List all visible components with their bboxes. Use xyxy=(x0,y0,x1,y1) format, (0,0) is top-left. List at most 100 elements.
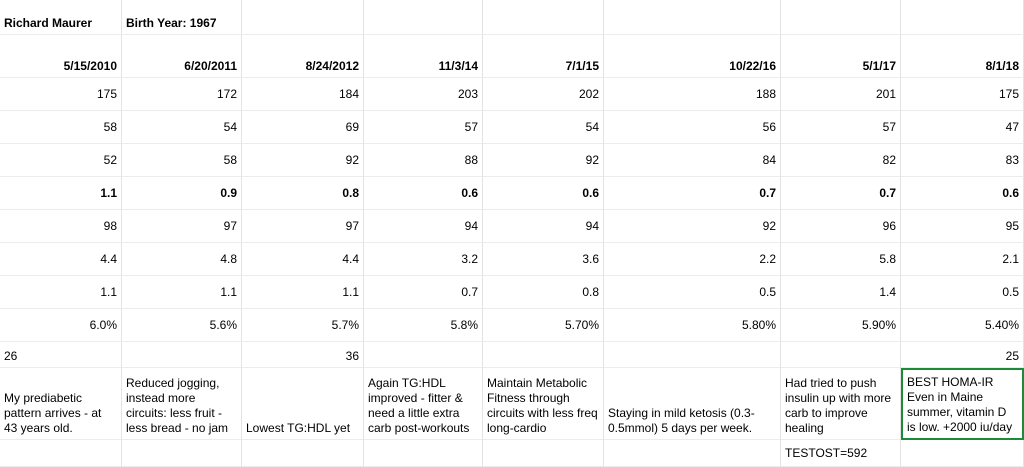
note-cell[interactable]: BEST HOMA-IR Even in Maine summer, vitam… xyxy=(901,368,1024,440)
value-cell[interactable]: 52 xyxy=(0,144,122,177)
date-cell[interactable]: 7/1/15 xyxy=(483,35,604,78)
value-cell[interactable]: 0.6 xyxy=(901,177,1024,210)
value-cell[interactable]: 82 xyxy=(781,144,901,177)
header-cell[interactable]: Richard Maurer xyxy=(0,0,122,35)
value-cell[interactable]: 201 xyxy=(781,78,901,111)
value-cell[interactable]: 0.8 xyxy=(483,276,604,309)
value-cell[interactable]: 0.7 xyxy=(364,276,483,309)
footer-cell[interactable] xyxy=(483,440,604,467)
value-cell[interactable]: 36 xyxy=(242,342,364,368)
value-cell[interactable]: 5.6% xyxy=(122,309,242,342)
value-cell[interactable]: 26 xyxy=(0,342,122,368)
note-cell[interactable]: Staying in mild ketosis (0.3-0.5mmol) 5 … xyxy=(604,368,781,440)
value-cell[interactable]: 98 xyxy=(0,210,122,243)
date-cell[interactable]: 8/1/18 xyxy=(901,35,1024,78)
value-cell[interactable]: 2.1 xyxy=(901,243,1024,276)
value-cell[interactable]: 0.8 xyxy=(242,177,364,210)
date-cell[interactable]: 10/22/16 xyxy=(604,35,781,78)
note-cell[interactable]: My prediabetic pattern arrives - at 43 y… xyxy=(0,368,122,440)
value-cell[interactable]: 1.4 xyxy=(781,276,901,309)
value-cell[interactable]: 0.6 xyxy=(364,177,483,210)
value-cell[interactable] xyxy=(483,342,604,368)
date-cell[interactable]: 5/15/2010 xyxy=(0,35,122,78)
value-cell[interactable]: 1.1 xyxy=(0,276,122,309)
value-cell[interactable]: 1.1 xyxy=(0,177,122,210)
value-cell[interactable]: 83 xyxy=(901,144,1024,177)
value-cell[interactable]: 5.8% xyxy=(364,309,483,342)
footer-cell[interactable] xyxy=(242,440,364,467)
value-cell[interactable]: 188 xyxy=(604,78,781,111)
value-cell[interactable]: 97 xyxy=(242,210,364,243)
header-cell[interactable] xyxy=(781,0,901,35)
value-cell[interactable]: 0.7 xyxy=(604,177,781,210)
date-cell[interactable]: 6/20/2011 xyxy=(122,35,242,78)
value-cell[interactable]: 5.7% xyxy=(242,309,364,342)
value-cell[interactable]: 54 xyxy=(483,111,604,144)
note-cell[interactable]: Had tried to push insulin up with more c… xyxy=(781,368,901,440)
value-cell[interactable] xyxy=(781,342,901,368)
value-cell[interactable]: 0.5 xyxy=(901,276,1024,309)
header-cell[interactable] xyxy=(483,0,604,35)
value-cell[interactable]: 5.90% xyxy=(781,309,901,342)
note-cell[interactable]: Reduced jogging, instead more circuits: … xyxy=(122,368,242,440)
value-cell[interactable]: 92 xyxy=(483,144,604,177)
value-cell[interactable]: 5.70% xyxy=(483,309,604,342)
footer-cell[interactable] xyxy=(901,440,1024,467)
value-cell[interactable]: 57 xyxy=(781,111,901,144)
footer-cell[interactable] xyxy=(604,440,781,467)
value-cell[interactable]: 202 xyxy=(483,78,604,111)
value-cell[interactable]: 4.4 xyxy=(242,243,364,276)
value-cell[interactable]: 3.2 xyxy=(364,243,483,276)
value-cell[interactable]: 54 xyxy=(122,111,242,144)
value-cell[interactable]: 69 xyxy=(242,111,364,144)
footer-cell[interactable] xyxy=(122,440,242,467)
date-cell[interactable]: 11/3/14 xyxy=(364,35,483,78)
value-cell[interactable]: 3.6 xyxy=(483,243,604,276)
header-cell[interactable] xyxy=(364,0,483,35)
value-cell[interactable]: 96 xyxy=(781,210,901,243)
header-cell[interactable] xyxy=(901,0,1024,35)
note-cell[interactable]: Again TG:HDL improved - fitter & need a … xyxy=(364,368,483,440)
value-cell[interactable]: 25 xyxy=(901,342,1024,368)
value-cell[interactable]: 1.1 xyxy=(122,276,242,309)
value-cell[interactable]: 172 xyxy=(122,78,242,111)
value-cell[interactable]: 58 xyxy=(0,111,122,144)
note-cell[interactable]: Maintain Metabolic Fitness through circu… xyxy=(483,368,604,440)
value-cell[interactable]: 4.4 xyxy=(0,243,122,276)
value-cell[interactable]: 0.5 xyxy=(604,276,781,309)
value-cell[interactable]: 94 xyxy=(364,210,483,243)
footer-cell[interactable] xyxy=(364,440,483,467)
header-cell[interactable] xyxy=(242,0,364,35)
value-cell[interactable]: 175 xyxy=(901,78,1024,111)
value-cell[interactable]: 97 xyxy=(122,210,242,243)
value-cell[interactable]: 184 xyxy=(242,78,364,111)
value-cell[interactable]: 5.80% xyxy=(604,309,781,342)
footer-cell[interactable] xyxy=(0,440,122,467)
value-cell[interactable]: 175 xyxy=(0,78,122,111)
value-cell[interactable]: 203 xyxy=(364,78,483,111)
value-cell[interactable]: 47 xyxy=(901,111,1024,144)
value-cell[interactable]: 88 xyxy=(364,144,483,177)
value-cell[interactable]: 95 xyxy=(901,210,1024,243)
value-cell[interactable] xyxy=(122,342,242,368)
value-cell[interactable]: 58 xyxy=(122,144,242,177)
value-cell[interactable]: 92 xyxy=(604,210,781,243)
value-cell[interactable]: 92 xyxy=(242,144,364,177)
value-cell[interactable]: 57 xyxy=(364,111,483,144)
date-cell[interactable]: 8/24/2012 xyxy=(242,35,364,78)
value-cell[interactable] xyxy=(604,342,781,368)
value-cell[interactable]: 94 xyxy=(483,210,604,243)
value-cell[interactable]: 0.6 xyxy=(483,177,604,210)
footer-cell[interactable]: TESTOST=592 xyxy=(781,440,901,467)
value-cell[interactable]: 5.8 xyxy=(781,243,901,276)
value-cell[interactable]: 56 xyxy=(604,111,781,144)
header-cell[interactable] xyxy=(604,0,781,35)
value-cell[interactable]: 84 xyxy=(604,144,781,177)
value-cell[interactable]: 5.40% xyxy=(901,309,1024,342)
value-cell[interactable]: 0.7 xyxy=(781,177,901,210)
value-cell[interactable] xyxy=(364,342,483,368)
note-cell[interactable]: Lowest TG:HDL yet xyxy=(242,368,364,440)
date-cell[interactable]: 5/1/17 xyxy=(781,35,901,78)
header-cell[interactable]: Birth Year: 1967 xyxy=(122,0,242,35)
value-cell[interactable]: 6.0% xyxy=(0,309,122,342)
